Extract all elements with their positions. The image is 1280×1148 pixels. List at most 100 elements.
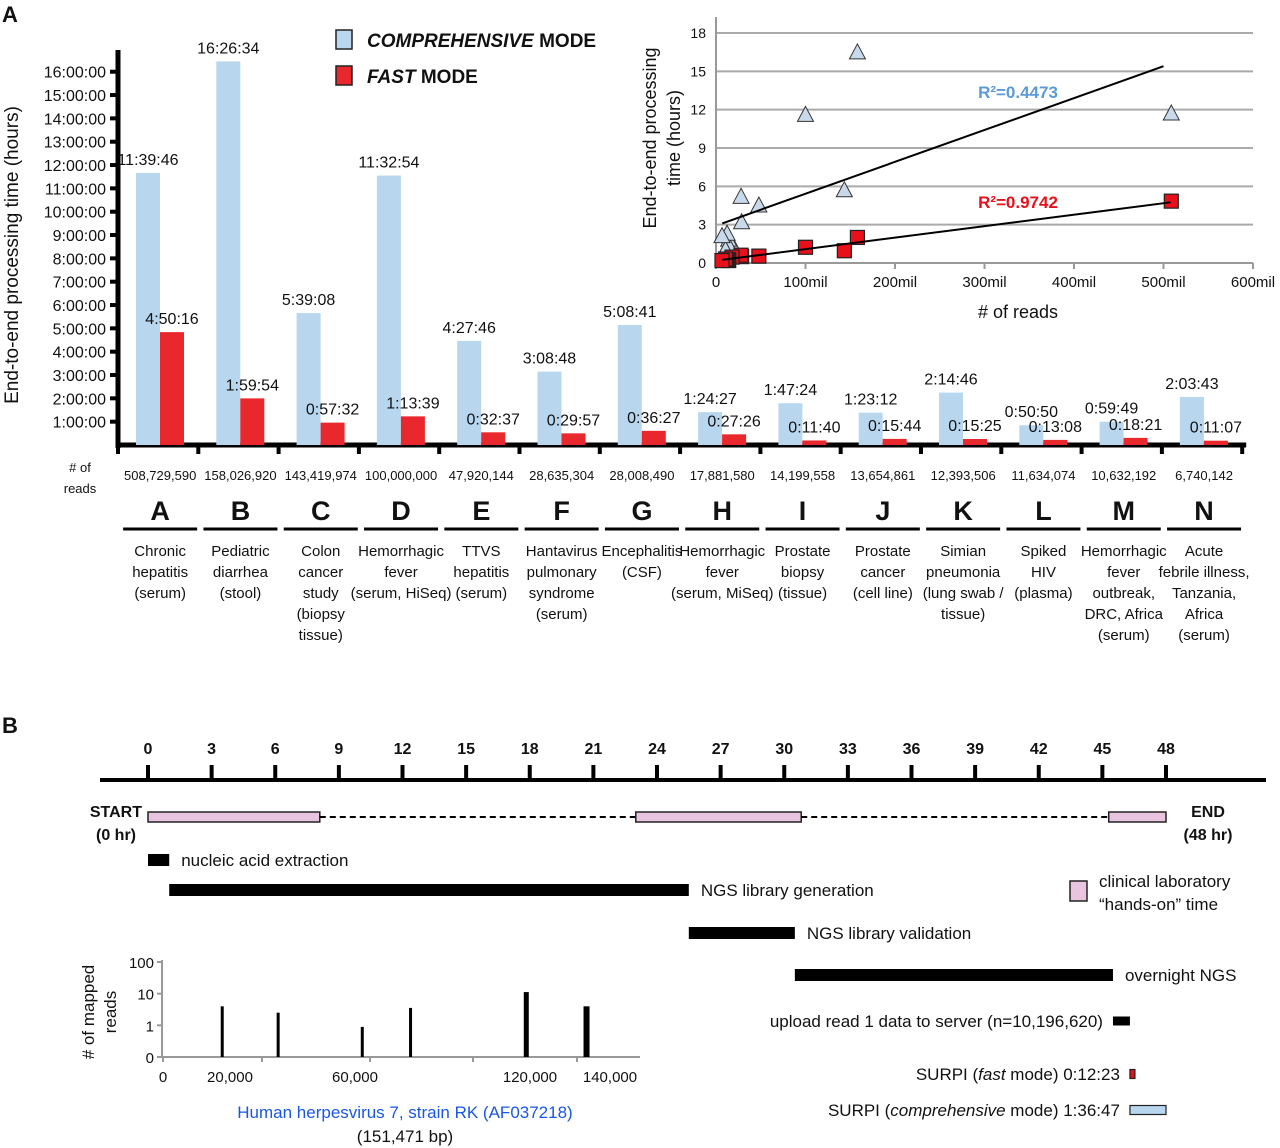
coverage-x-tick-label: 140,000 [583, 1069, 637, 1086]
end-label-line1: END [1191, 804, 1225, 821]
coverage-x-tick-label: 60,000 [332, 1069, 378, 1086]
fast-bar-label: 0:29:57 [547, 412, 600, 429]
legend-label-comprehensive: COMPREHENSIVE MODE [367, 31, 596, 52]
coverage-peak [409, 1007, 413, 1057]
comprehensive-point [848, 42, 867, 60]
category-letter: C [311, 496, 331, 526]
comprehensive-bar-label: 5:08:41 [603, 304, 656, 321]
category-description-line: fever [706, 564, 739, 581]
comprehensive-point [835, 180, 854, 198]
scatter-y-tick-label: 12 [690, 102, 706, 118]
fast-bar [641, 430, 666, 445]
bar-y-tick-label: 9:00:00 [53, 228, 106, 245]
category-description-line: (serum) [134, 585, 186, 602]
category-description-line: outbreak, [1092, 585, 1155, 602]
reads-value: 11,634,074 [1011, 468, 1075, 483]
step-label: upload read 1 data to server (n=10,196,6… [770, 1012, 1103, 1031]
coverage-y-tick-label: 10 [137, 987, 154, 1004]
fast-bar [240, 398, 265, 445]
fast-point [836, 243, 852, 259]
fast-bar [882, 438, 907, 445]
coverage-peak [523, 992, 529, 1057]
category-letter: A [150, 496, 170, 526]
category-description-line: pulmonary [527, 564, 598, 581]
fast-bar-label: 0:27:26 [707, 413, 760, 430]
step-label: NGS library generation [701, 881, 874, 900]
hands-on-segment [635, 811, 802, 823]
fast-bar-label: 0:18:21 [1109, 417, 1162, 434]
category-letter: K [953, 496, 973, 526]
fast-point [1163, 193, 1179, 209]
fast-bar-label: 0:11:07 [1190, 420, 1242, 437]
scatter-x-tick-label: 500mil [1141, 274, 1185, 291]
category-description-line: cancer [298, 564, 343, 581]
fast-bar-label: 0:11:40 [788, 419, 840, 436]
scatter-x-label: # of reads [978, 302, 1058, 322]
fast-bar [160, 332, 184, 445]
bar-y-tick-label: 15:00:00 [44, 88, 106, 105]
coverage-y-tick-label: 0 [146, 1050, 154, 1067]
fast-point [797, 239, 814, 255]
category-description-line: Pediatric [211, 543, 270, 560]
coverage-peak [583, 1006, 590, 1057]
category-letter: J [875, 496, 890, 526]
end-label-line2: (48 hr) [1184, 827, 1233, 844]
step-bar [148, 854, 170, 866]
comprehensive-bar [939, 392, 963, 445]
category-description-line: (plasma) [1014, 585, 1072, 602]
fast-bar [722, 434, 747, 445]
comprehensive-bar-label: 1:47:24 [764, 382, 817, 399]
fast-bar-label: 0:13:08 [1029, 419, 1082, 436]
fast-point [849, 229, 866, 246]
scatter-x-tick-label: 0 [712, 274, 720, 291]
reads-value: 47,920,144 [449, 468, 514, 483]
step-label: nucleic acid extraction [181, 851, 348, 870]
fast-bar-label: 0:15:44 [868, 418, 921, 435]
comprehensive-bar [698, 412, 723, 445]
scatter-y-tick-label: 9 [698, 140, 706, 156]
scatter-y-tick-label: 18 [690, 25, 706, 41]
reads-value: 158,026,920 [204, 468, 276, 483]
legend-label-fast: FAST MODE [367, 67, 478, 88]
comprehensive-bar-label: 2:14:46 [924, 372, 977, 389]
category-description-line: fever [1107, 564, 1140, 581]
category-description-line: Simian [940, 543, 986, 560]
reads-value: 100,000,000 [365, 468, 437, 483]
bar-y-tick-label: 11:00:00 [45, 181, 106, 198]
category-description-line: Africa [1185, 606, 1224, 623]
fast-bar [400, 416, 425, 445]
coverage-x-tick-label: 0 [159, 1069, 167, 1086]
category-description-line: diarrhea [213, 564, 269, 581]
fast-bar-label: 0:15:25 [948, 418, 1001, 435]
coverage-peak [360, 1026, 364, 1057]
comprehensive-trendline [721, 65, 1164, 225]
workflow-timeline: 0 3 6 9 12 15 18 21 24 27 30 33 36 39 42 45 48 START (0 … [90, 741, 1266, 1120]
category-description-line: Hemorrhagic [358, 543, 444, 560]
genome-coverage-plot: # of mapped reads 0 1 10 100 0 20,000 60,000 12… [79, 955, 640, 1146]
bar-legend: COMPREHENSIVE MODE FAST MODE [335, 29, 596, 88]
coverage-x-tick-label: 120,000 [503, 1069, 557, 1086]
comprehensive-bar [1019, 425, 1044, 445]
reads-value: 28,008,490 [609, 468, 674, 483]
timeline-tick-label: 18 [521, 741, 539, 758]
fast-bar-label: 0:57:32 [306, 402, 359, 419]
category-description-line: (CSF) [622, 564, 662, 581]
comprehensive-bar-label: 5:39:08 [282, 292, 335, 309]
processing-time-bar-chart: End-to-end processing time (hours) 1:00:… [2, 29, 1250, 644]
category-description-line: (cell line) [853, 585, 913, 602]
scatter-x-tick-label: 400mil [1052, 274, 1096, 291]
category-description-line: DRC, Africa [1085, 606, 1164, 623]
timeline-tick-label: 48 [1157, 741, 1175, 758]
fast-bar [320, 422, 345, 445]
fast-point [714, 252, 730, 269]
comprehensive-bar-label: 4:27:46 [443, 320, 496, 337]
comprehensive-point [1162, 103, 1181, 121]
category-description-line: (lung swab / [923, 585, 1005, 602]
comprehensive-bar-label: 2:03:43 [1165, 376, 1218, 393]
category-description-line: (serum) [536, 606, 588, 623]
coverage-y-tick-label: 100 [129, 955, 154, 972]
category-description-line: febrile illness, [1159, 564, 1250, 581]
category-letter: B [231, 496, 251, 526]
category-description-line: tissue) [299, 627, 343, 644]
